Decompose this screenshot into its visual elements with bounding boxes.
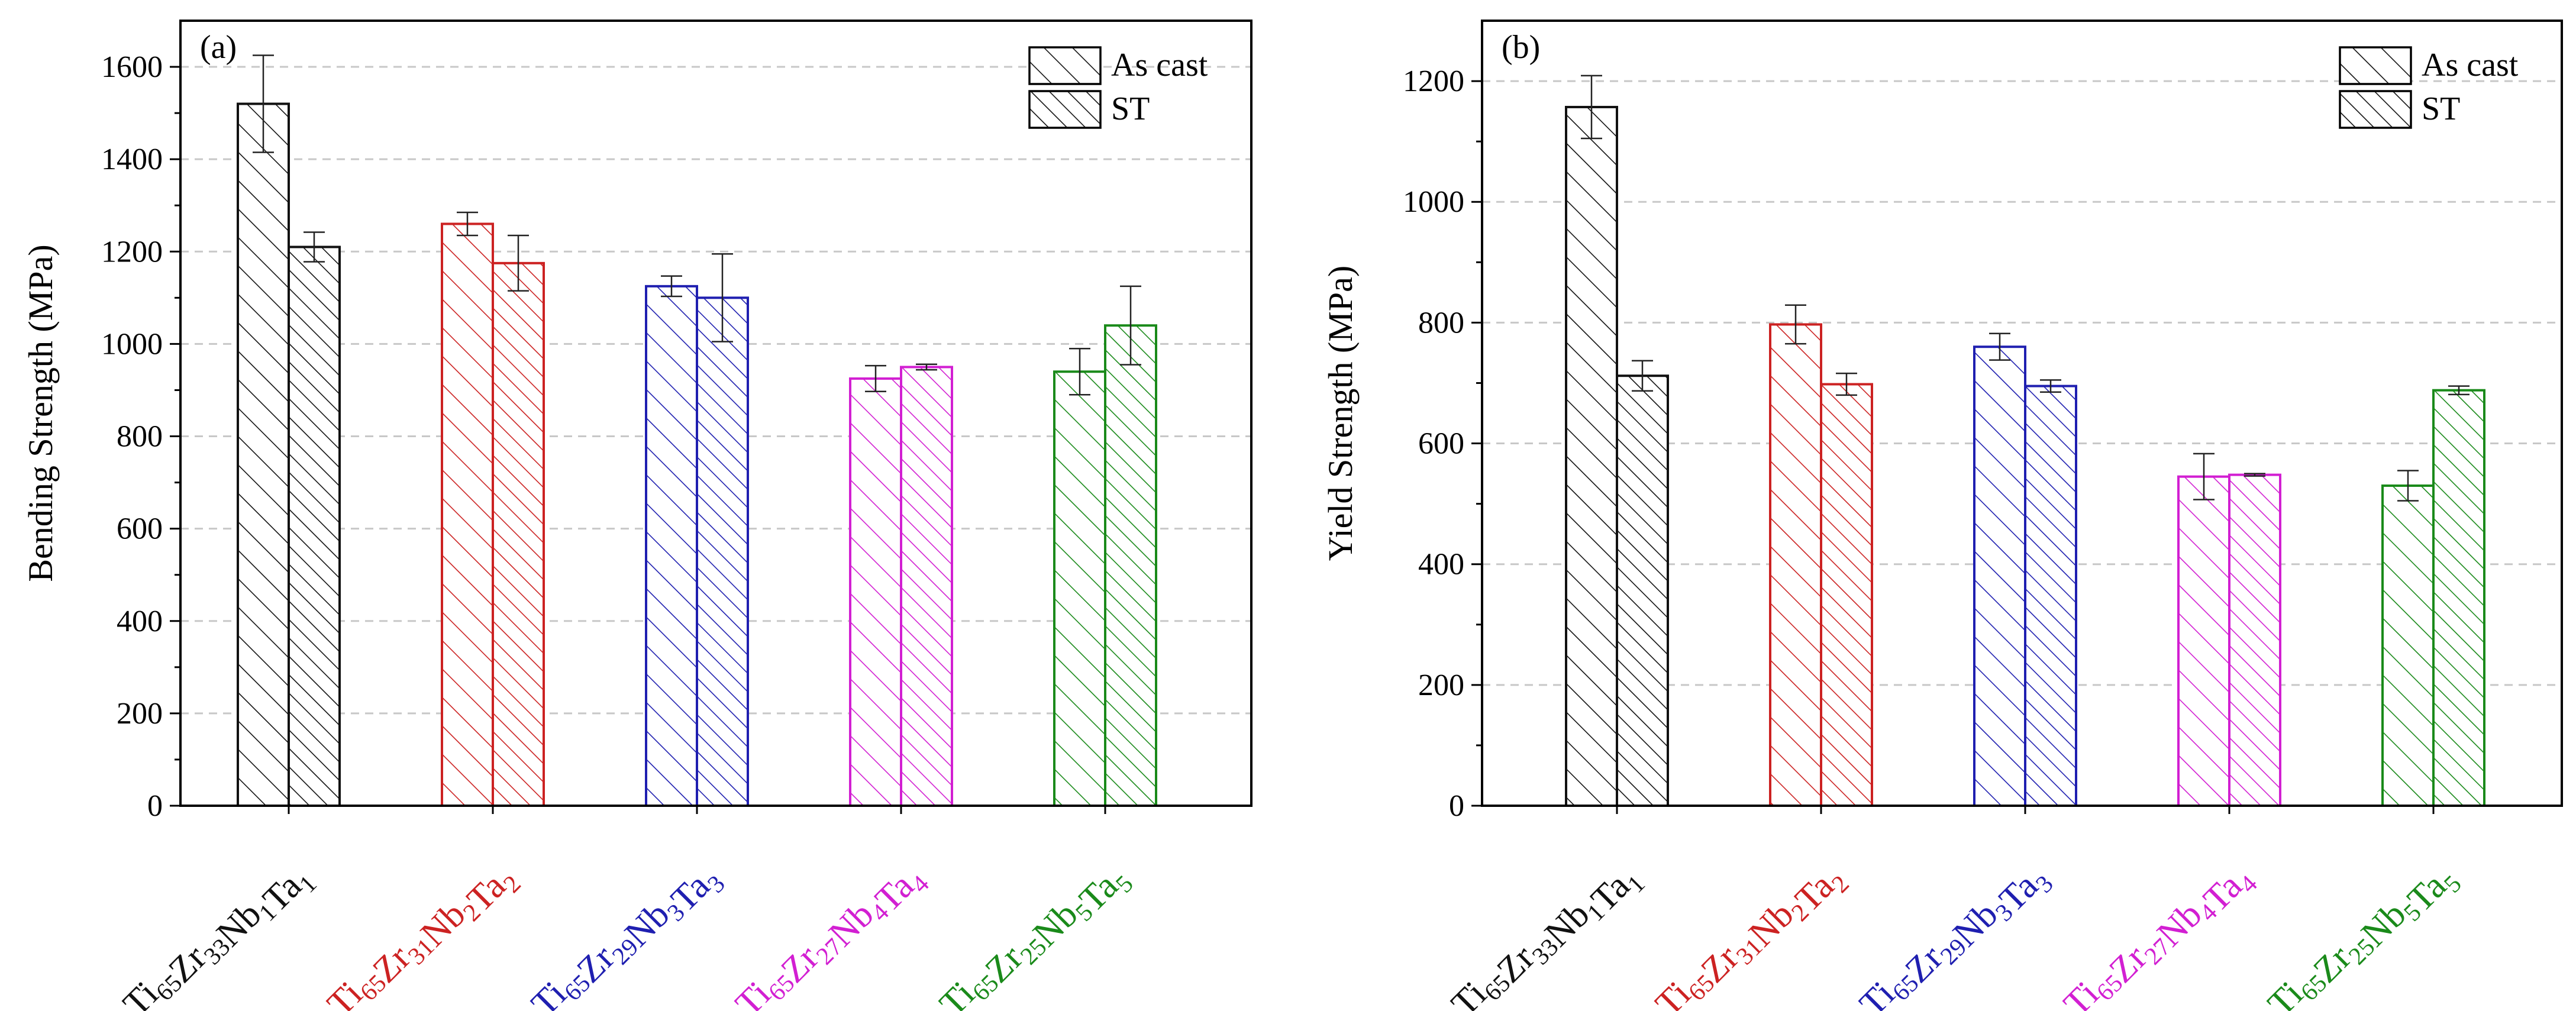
category-label: Ti65Zr27Nb4Ta4 [728, 839, 935, 1011]
y-tick-label: 400 [117, 605, 163, 638]
bar-st [696, 296, 749, 807]
legend-label-as-cast: As cast [2422, 47, 2519, 83]
bar-st [1820, 383, 1873, 807]
bar-st [1104, 324, 1157, 807]
bar-as-cast [849, 377, 902, 807]
y-tick-label: 600 [1418, 427, 1464, 461]
category-label: Ti65Zr31Nb2Ta2 [319, 839, 527, 1011]
bar-as-cast [2177, 475, 2230, 807]
bar-as-cast [1973, 345, 2026, 807]
plot-frame [179, 20, 1253, 807]
legend-label-st: ST [2422, 91, 2460, 127]
legend: As cast ST [1028, 46, 1208, 129]
legend-swatch-as-cast [1028, 46, 1102, 85]
category-label: Ti65Zr29Nb3Ta3 [524, 839, 731, 1011]
category-label: Ti65Zr25Nb5Ta5 [932, 839, 1139, 1011]
y-tick-label: 1000 [101, 327, 163, 361]
y-tick-label: 0 [1449, 789, 1464, 823]
y-tick-label: 0 [147, 789, 163, 823]
bar-st [2024, 385, 2077, 807]
y-tick-label: 1200 [1403, 64, 1464, 98]
bar-st [492, 261, 545, 807]
yield-strength-chart: 0 200 400 600 800 1000 1200 Yield Strength (MPa… [1321, 20, 2563, 1011]
y-tick-label: 200 [1418, 668, 1464, 702]
bar-st [900, 366, 953, 807]
y-tick-label: 200 [117, 697, 163, 731]
bar-st [288, 246, 341, 807]
bar-as-cast [2381, 484, 2435, 807]
category-label: Ti65Zr27Nb4Ta4 [2056, 839, 2263, 1011]
panel-label: (b) [1502, 29, 1540, 66]
panel-label: (a) [200, 29, 237, 66]
y-tick-label: 800 [1418, 306, 1464, 340]
bar-st [1616, 374, 1669, 807]
y-tick-label: 1000 [1403, 185, 1464, 219]
y-tick-label: 1600 [101, 50, 163, 84]
legend-swatch-as-cast [2339, 46, 2412, 85]
bending-strength-chart: 0 200 400 600 800 1000 1200 1400 1600 Bending Str… [21, 20, 1253, 1011]
category-label: Ti65Zr29Nb3Ta3 [1852, 839, 2059, 1011]
bar-as-cast [1053, 370, 1106, 807]
y-tick-label: 1400 [101, 143, 163, 176]
bar-as-cast [441, 222, 494, 807]
category-label: Ti65Zr33Nb1Ta1 [115, 839, 322, 1011]
y-tick-label: 1200 [101, 235, 163, 269]
category-label: Ti65Zr33Nb1Ta1 [1444, 839, 1651, 1011]
y-tick-label: 600 [117, 512, 163, 546]
category-label: Ti65Zr31Nb2Ta2 [1648, 839, 1855, 1011]
legend-swatch-st [2339, 90, 2412, 129]
bar-as-cast [645, 285, 698, 807]
bar-st [2432, 389, 2485, 807]
bar-as-cast [1565, 105, 1618, 807]
legend: As cast ST [2339, 46, 2519, 129]
plot-frame [1481, 20, 2563, 807]
y-axis-title: Yield Strength (MPa) [1321, 266, 1360, 561]
bar-as-cast [1769, 323, 1822, 807]
y-axis-title: Bending Strength (MPa) [21, 244, 60, 582]
category-label: Ti65Zr25Nb5Ta5 [2260, 839, 2467, 1011]
legend-swatch-st [1028, 90, 1102, 129]
bar-st [2228, 473, 2281, 807]
y-tick-label: 800 [117, 420, 163, 454]
legend-label-st: ST [1111, 91, 1150, 127]
bar-as-cast [237, 102, 290, 807]
y-tick-label: 400 [1418, 548, 1464, 582]
legend-label-as-cast: As cast [1111, 47, 1208, 83]
